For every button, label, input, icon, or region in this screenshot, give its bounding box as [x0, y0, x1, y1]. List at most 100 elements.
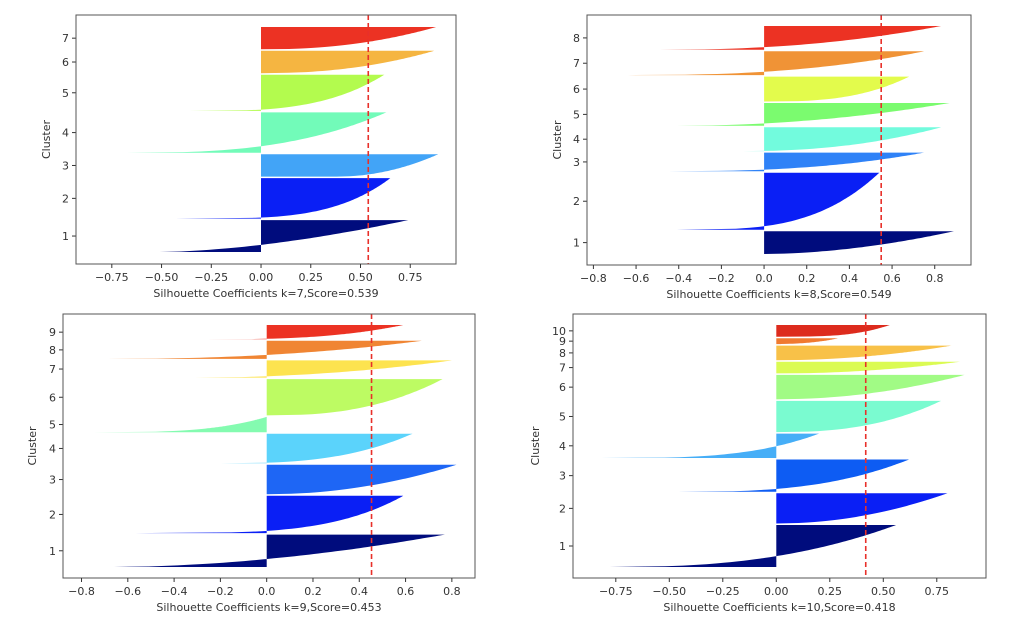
plot-frame: [572, 313, 987, 579]
y-tick-label: 2: [573, 195, 580, 208]
y-tick-label: 6: [62, 56, 69, 69]
cluster-1-silhouette: [159, 220, 409, 252]
x-tick-label: −0.2: [207, 585, 234, 598]
cluster-7-silhouette: [776, 361, 961, 374]
subplot-k8: 1 2 3 4 5 6 7 8 −0.8 −0.6 −0.4 −0.2 0.0 0.2 0.4 0.6 0.8 S…: [551, 14, 972, 301]
y-tick-label: 4: [559, 440, 566, 453]
cluster-7-silhouette: [627, 51, 925, 76]
y-tick-label: 3: [559, 470, 566, 483]
x-tick-label: 0.50: [871, 585, 896, 598]
y-tick-label: 1: [49, 545, 56, 558]
cluster-4-silhouette: [742, 127, 942, 152]
x-tick-label: 0.25: [299, 271, 324, 284]
x-tick-label: −0.50: [145, 271, 179, 284]
y-tick-label: 6: [559, 381, 566, 394]
cluster-1-silhouette: [764, 231, 954, 254]
y-tick-label: 1: [62, 230, 69, 243]
cluster-7-silhouette: [261, 27, 437, 50]
x-tick-label: −0.6: [623, 272, 650, 285]
x-tick-label: 0.25: [818, 585, 843, 598]
y-tick-label: 2: [559, 502, 566, 515]
cluster-10-silhouette: [776, 325, 890, 337]
cluster-5-silhouette: [676, 103, 950, 126]
cluster-4-silhouette: [600, 433, 820, 458]
y-tick-label: 1: [573, 237, 580, 250]
cluster-1-silhouette: [609, 525, 897, 567]
cluster-5-silhouette: [189, 74, 385, 111]
cluster-3-silhouette: [677, 459, 909, 492]
subplot-k7: 1 2 3 4 5 6 7 −0.75 −0.50 −0.25 0.00 0.25 0.50 0.75 Si…: [40, 14, 457, 300]
plot-frame: [62, 313, 476, 579]
cluster-9-silhouette: [763, 338, 839, 345]
y-tick-label: 2: [62, 192, 69, 205]
cluster-5-silhouette: [776, 400, 942, 433]
x-tick-label: 0.8: [443, 585, 461, 598]
x-tick-label: 0.0: [258, 585, 276, 598]
x-tick-label: 0.6: [397, 585, 415, 598]
y-tick-label: 3: [49, 474, 56, 487]
cluster-5-silhouette: [93, 416, 267, 433]
cluster-2-silhouette: [175, 178, 391, 219]
y-tick-label: 2: [49, 508, 56, 521]
y-tick-label: 4: [49, 442, 56, 455]
y-tick-label: 5: [559, 410, 566, 423]
cluster-6-silhouette: [776, 374, 965, 400]
y-tick-label: 10: [552, 325, 566, 338]
y-tick-label: 7: [573, 57, 580, 70]
cluster-9-silhouette: [204, 325, 404, 340]
cluster-3-silhouette: [266, 464, 457, 495]
y-tick-label: 7: [49, 363, 56, 376]
x-tick-label: 0.4: [351, 585, 369, 598]
cluster-2-silhouette: [776, 493, 948, 524]
x-tick-label: −0.25: [194, 271, 228, 284]
x-tick-label: 0.8: [926, 272, 944, 285]
x-tick-label: 0.00: [249, 271, 274, 284]
x-tick-label: 0.2: [304, 585, 322, 598]
y-tick-label: 1: [559, 540, 566, 553]
x-tick-label: −0.25: [706, 585, 740, 598]
x-tick-label: −0.75: [599, 585, 633, 598]
subplot-k9: 1 2 3 4 5 6 7 8 9 −0.8 −0.6 −0.4 −0.2 0.0 0.2 0.4 0.6 0.8…: [26, 313, 476, 614]
y-tick-label: 9: [559, 335, 566, 348]
x-axis-label: Silhouette Coefficients k=9,Score=0.453: [156, 601, 381, 614]
x-tick-label: −0.4: [161, 585, 188, 598]
y-tick-label: 8: [49, 344, 56, 357]
x-tick-label: −0.6: [114, 585, 141, 598]
y-tick-label: 4: [62, 127, 69, 140]
y-axis-label: Cluster: [40, 120, 53, 160]
x-tick-label: 0.75: [398, 271, 423, 284]
cluster-2-silhouette: [134, 495, 404, 534]
cluster-6-silhouette: [261, 50, 435, 74]
y-tick-label: 3: [62, 159, 69, 172]
cluster-2-silhouette: [676, 172, 880, 230]
y-axis-label: Cluster: [26, 426, 39, 466]
y-tick-label: 7: [559, 362, 566, 375]
plot-frame: [75, 14, 457, 265]
y-tick-label: 4: [573, 133, 580, 146]
cluster-6-silhouette: [266, 379, 443, 416]
cluster-6-silhouette: [764, 76, 910, 102]
x-tick-label: 0.0: [755, 272, 773, 285]
x-tick-label: −0.75: [95, 271, 129, 284]
x-tick-label: 0.6: [883, 272, 901, 285]
y-tick-label: 5: [49, 419, 56, 432]
y-tick-label: 8: [573, 32, 580, 45]
x-tick-label: −0.8: [580, 272, 607, 285]
x-axis-label: Silhouette Coefficients k=7,Score=0.539: [153, 287, 378, 300]
cluster-7-silhouette: [194, 360, 452, 378]
cluster-3-silhouette: [261, 154, 439, 177]
cluster-4-silhouette: [220, 433, 413, 464]
cluster-8-silhouette: [107, 340, 422, 359]
cluster-3-silhouette: [668, 152, 925, 172]
y-axis-label: Cluster: [551, 120, 564, 160]
x-tick-label: 0.2: [798, 272, 816, 285]
x-axis-label: Silhouette Coefficients k=8,Score=0.549: [666, 288, 891, 301]
x-tick-label: −0.50: [652, 585, 686, 598]
cluster-1-silhouette: [113, 534, 445, 567]
y-tick-label: 5: [573, 108, 580, 121]
plot-frame: [586, 14, 972, 266]
y-tick-label: 8: [559, 347, 566, 360]
cluster-8-silhouette: [659, 26, 942, 50]
